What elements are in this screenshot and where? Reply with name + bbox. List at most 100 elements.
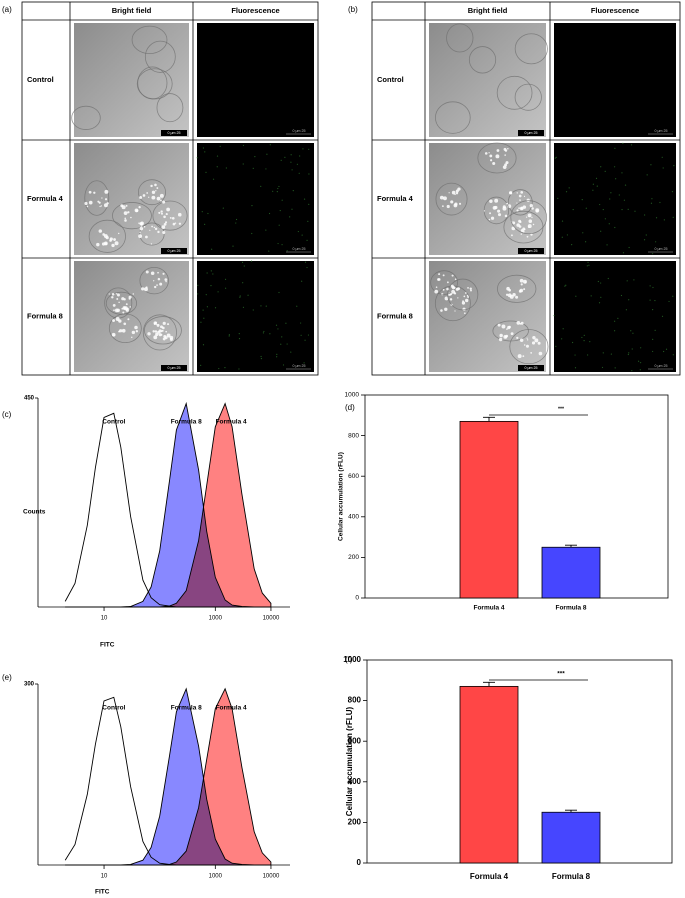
fluorescent-spot <box>654 329 656 332</box>
table-frame <box>371 1 681 376</box>
granule <box>498 337 503 342</box>
fluorescent-spot <box>281 244 283 246</box>
granule <box>509 191 513 195</box>
fluorescent-spot <box>631 348 633 350</box>
y-tick-label: 200 <box>348 554 359 561</box>
cell-outline <box>138 179 166 206</box>
cell-outline <box>131 25 168 54</box>
row-label: Control <box>377 75 404 84</box>
granule <box>461 301 466 305</box>
x-axis-label: FITC <box>100 642 115 649</box>
granule <box>457 287 461 291</box>
fluorescent-spot <box>268 212 271 215</box>
fluorescent-spot <box>652 338 654 340</box>
granule <box>157 330 160 334</box>
granule <box>153 322 156 326</box>
granule <box>520 283 523 286</box>
fluorescent-spot <box>262 332 265 334</box>
panel-label: (b) <box>348 5 358 14</box>
granule <box>160 325 163 329</box>
fluorescent-spot <box>652 350 654 353</box>
fluorescent-spot <box>203 317 205 319</box>
fluorescent-spot <box>228 335 230 337</box>
scale-label: 0 μm 25 <box>292 247 305 251</box>
fluorescent-spot <box>306 239 308 242</box>
fluorescent-spot <box>307 220 309 222</box>
panel-label: (d) <box>345 403 355 412</box>
fluorescent-spot <box>554 157 556 159</box>
y-tick-label: 400 <box>348 777 362 786</box>
granule <box>492 161 496 166</box>
granule <box>149 229 151 231</box>
granule <box>157 230 160 234</box>
granule <box>127 211 130 214</box>
granule <box>455 192 459 195</box>
fluorescent-spot <box>285 322 287 324</box>
series-label: Formula 8 <box>171 419 202 426</box>
granule <box>439 195 444 200</box>
fluorescent-spot <box>281 336 283 338</box>
granule <box>116 298 119 300</box>
fluorescent-spot <box>572 208 574 211</box>
fluorescent-spot <box>640 347 642 349</box>
fluorescent-spot <box>247 294 249 296</box>
granule <box>532 335 536 340</box>
panel-label: (c) <box>2 410 12 419</box>
bright-field-image <box>74 23 189 137</box>
granule <box>512 221 516 225</box>
granule <box>448 192 450 194</box>
fluorescent-spot <box>204 223 206 225</box>
granule <box>112 319 116 323</box>
scale-label: 0 μm 25 <box>524 366 537 370</box>
fluorescent-spot <box>260 357 263 360</box>
granule <box>121 297 125 301</box>
granule <box>120 204 124 208</box>
granule <box>171 216 175 220</box>
granule <box>132 293 135 295</box>
fluorescent-spot <box>663 219 665 221</box>
granule <box>157 271 159 274</box>
fluorescent-spot <box>252 167 254 169</box>
granule <box>84 201 88 206</box>
granule <box>126 307 129 311</box>
fluorescent-spot <box>630 330 632 332</box>
x-tick-label: 10 <box>101 616 108 622</box>
fluorescent-spot <box>555 156 557 158</box>
fluorescent-spot <box>265 168 267 170</box>
granule <box>167 323 170 326</box>
granule <box>151 225 153 228</box>
fluorescent-spot <box>251 232 253 235</box>
granule <box>162 321 166 325</box>
fluorescence-image <box>197 23 314 137</box>
granule <box>164 336 168 340</box>
granule <box>519 338 524 342</box>
cell-outline <box>496 75 533 110</box>
fluorescent-spot <box>624 184 627 186</box>
fluorescent-spot <box>654 299 656 302</box>
granule <box>114 308 119 313</box>
granule <box>504 214 508 218</box>
fluorescent-spot <box>216 155 219 157</box>
fluorescent-spot <box>301 280 303 282</box>
fluorescent-spot <box>671 190 674 193</box>
granule <box>104 242 108 246</box>
granule <box>522 205 527 209</box>
fluorescent-spot <box>202 344 205 346</box>
granule <box>504 163 508 167</box>
fluorescent-spot <box>210 284 212 287</box>
fluorescent-spot <box>574 367 577 369</box>
fluorescent-spot <box>251 205 253 207</box>
granule <box>538 351 543 356</box>
granule <box>178 222 182 225</box>
granule <box>525 216 528 218</box>
fluorescent-spot <box>242 282 244 284</box>
fluorescent-spot <box>277 328 279 330</box>
fluorescent-spot <box>661 156 663 158</box>
granule <box>121 328 126 333</box>
granule <box>523 195 526 197</box>
granule <box>526 235 529 238</box>
fluorescent-spot <box>626 280 628 282</box>
granule <box>153 226 156 229</box>
granule <box>135 330 139 333</box>
fluorescent-spot <box>211 248 213 250</box>
